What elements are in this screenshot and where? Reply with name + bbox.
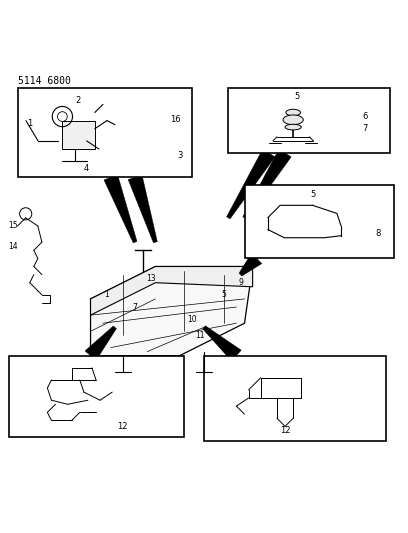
Polygon shape bbox=[91, 266, 253, 356]
Text: 5: 5 bbox=[222, 290, 227, 300]
Polygon shape bbox=[203, 326, 241, 361]
Polygon shape bbox=[128, 175, 157, 243]
Text: 10: 10 bbox=[187, 314, 197, 324]
Polygon shape bbox=[239, 253, 262, 276]
Text: 15: 15 bbox=[8, 222, 18, 230]
Text: 12: 12 bbox=[118, 422, 128, 431]
Polygon shape bbox=[226, 149, 275, 219]
Text: 1: 1 bbox=[27, 119, 32, 128]
FancyBboxPatch shape bbox=[204, 356, 386, 441]
Text: 14: 14 bbox=[8, 242, 18, 251]
Polygon shape bbox=[91, 266, 253, 315]
Text: 9: 9 bbox=[238, 278, 243, 287]
Text: 5: 5 bbox=[295, 92, 300, 101]
Text: 2: 2 bbox=[76, 96, 81, 106]
Text: 12: 12 bbox=[280, 426, 290, 435]
Text: 7: 7 bbox=[362, 124, 368, 133]
Text: 4: 4 bbox=[84, 164, 89, 173]
FancyBboxPatch shape bbox=[18, 88, 192, 177]
Text: 7: 7 bbox=[133, 303, 137, 311]
FancyBboxPatch shape bbox=[244, 185, 395, 259]
Text: 6: 6 bbox=[362, 112, 368, 121]
Polygon shape bbox=[243, 149, 291, 219]
Text: 16: 16 bbox=[170, 115, 181, 124]
Text: 3: 3 bbox=[177, 150, 182, 159]
FancyBboxPatch shape bbox=[62, 120, 95, 149]
Text: 1: 1 bbox=[104, 290, 109, 300]
Ellipse shape bbox=[283, 115, 303, 125]
Polygon shape bbox=[85, 326, 116, 360]
Ellipse shape bbox=[285, 124, 301, 130]
Text: 13: 13 bbox=[146, 274, 156, 283]
Ellipse shape bbox=[286, 109, 300, 116]
FancyBboxPatch shape bbox=[228, 88, 390, 153]
FancyBboxPatch shape bbox=[9, 356, 184, 437]
Text: 8: 8 bbox=[375, 229, 381, 238]
Text: 5: 5 bbox=[310, 190, 315, 198]
Polygon shape bbox=[104, 175, 137, 243]
Text: 11: 11 bbox=[195, 331, 205, 340]
Text: 5114 6800: 5114 6800 bbox=[18, 76, 71, 86]
